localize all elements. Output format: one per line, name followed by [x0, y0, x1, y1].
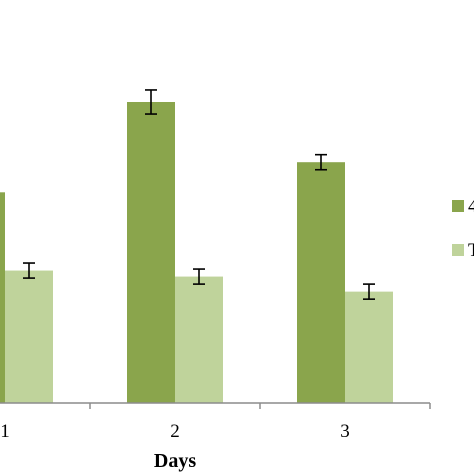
legend-label-series2: T [468, 240, 474, 261]
error-bar-series2-day-1 [23, 262, 35, 279]
x-tick-label-2: 2 [170, 421, 180, 442]
x-tick-label-1: 1 [0, 421, 10, 442]
x-axis-tick-labels: 1 2 3 [0, 421, 350, 442]
bar-series1-day-2 [127, 102, 175, 403]
x-axis-ticks [89, 403, 431, 409]
bar-series2-day-2 [175, 276, 223, 403]
legend-swatch-series2 [452, 244, 464, 256]
bar-series2-day-1 [5, 270, 53, 403]
error-bar-series2-day-3 [363, 283, 375, 300]
x-axis-title: Days [154, 450, 196, 472]
x-tick-label-3: 3 [340, 421, 350, 442]
bar-series2-day-3 [345, 291, 393, 403]
error-bar-series1-day-2 [145, 89, 157, 115]
bars-layer [0, 102, 393, 403]
error-bar-series1-day-3 [315, 153, 327, 171]
legend-label-series1: 4 [468, 196, 474, 217]
legend-swatch-series1 [452, 200, 464, 212]
legend: 4T [452, 196, 474, 261]
bar-series1-day-1 [0, 192, 5, 403]
error-bar-series2-day-2 [193, 268, 205, 285]
bar-series1-day-3 [297, 162, 345, 403]
error-bars-layer [23, 89, 375, 300]
